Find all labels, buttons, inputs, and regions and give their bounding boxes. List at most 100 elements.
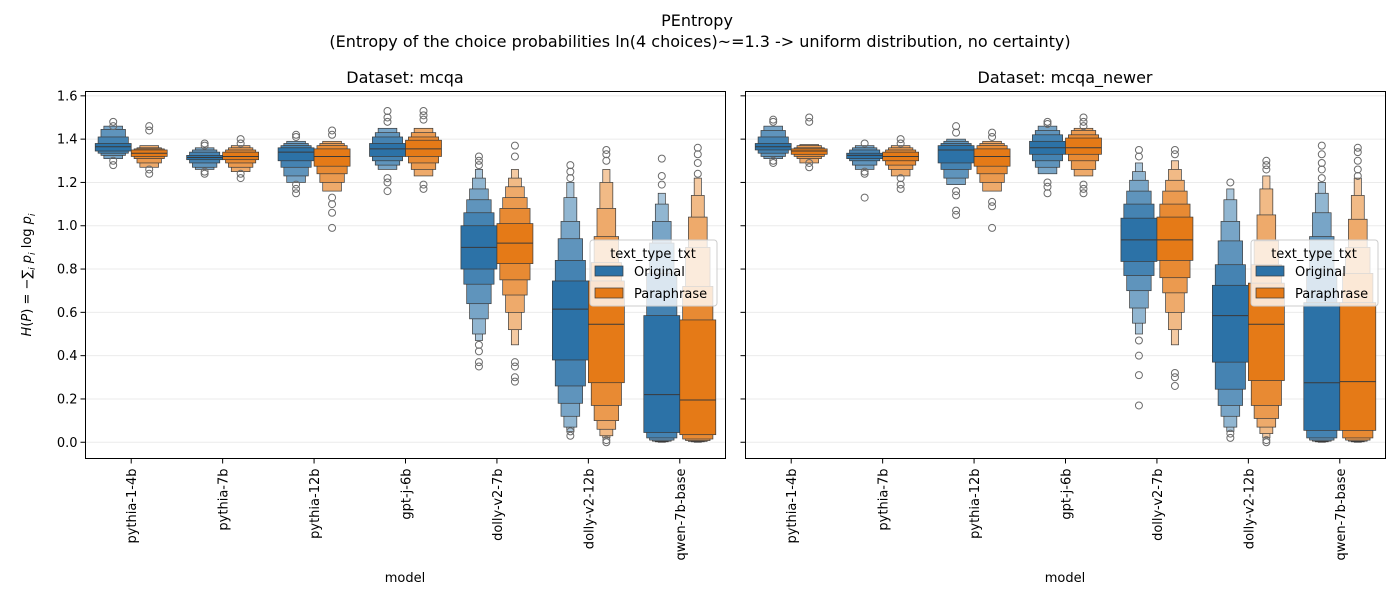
outlier-point [236, 169, 245, 178]
outlier-point [988, 128, 997, 137]
outlier-point [474, 161, 483, 170]
y-tick-label: 0.6 [57, 306, 78, 321]
outlier-point [1170, 373, 1179, 382]
outlier-point [236, 174, 245, 183]
outlier-point [952, 122, 961, 131]
outlier-point [602, 145, 611, 154]
y-axis-label: H(P) = −∑i pi log pi [20, 213, 38, 336]
boxen-paraphrase-pythia-12b [313, 126, 351, 232]
outlier-point [383, 174, 392, 183]
outlier-point [1262, 156, 1271, 165]
boxen-level [222, 151, 259, 161]
outlier-point [1262, 438, 1271, 447]
y-tick-label: 1.6 [57, 89, 78, 104]
outlier-point [1353, 148, 1362, 157]
outlier-point [1170, 368, 1179, 377]
legend-swatch-paraphrase [594, 287, 624, 299]
x-tick-label: pythia-7b [217, 469, 232, 531]
panel-mcqa: Dataset: mcqa 0.0 0.2 0.4 0.6 0.8 1.0 1.2 1.4 1.… [57, 68, 726, 586]
outlier-point [952, 206, 961, 215]
outlier-point [292, 130, 301, 139]
outlier-point [602, 156, 611, 165]
boxen-level [790, 148, 828, 155]
outlier-point [1134, 145, 1143, 154]
boxen-level [1156, 216, 1194, 261]
boxen-original-pythia-7b [846, 139, 883, 202]
outlier-point [988, 197, 997, 206]
outlier-point [510, 141, 519, 150]
outlier-point [474, 347, 483, 356]
legend-swatch-original [594, 265, 624, 277]
outlier-point [693, 150, 702, 159]
boxen-paraphrase-dolly-v2-7b [496, 141, 534, 386]
boxen-paraphrase-pythia-1-4b [790, 113, 828, 172]
outlier-point [200, 169, 209, 178]
outlier-point [419, 180, 428, 189]
boxen-original-gpt-j-6b [369, 106, 406, 196]
outlier-point [1262, 436, 1271, 445]
boxen-level [973, 148, 1011, 167]
y-tick-label: 1.2 [57, 176, 78, 191]
outlier-point [1353, 171, 1362, 180]
outlier-point [952, 187, 961, 196]
outlier-point [1353, 165, 1362, 174]
outlier-point [1079, 113, 1088, 122]
outlier-point [896, 135, 905, 144]
outlier-point [510, 152, 519, 161]
outlier-point [292, 189, 301, 198]
outlier-point [145, 169, 154, 178]
outlier-point [383, 187, 392, 196]
outlier-point [860, 139, 869, 148]
outlier-point [1043, 189, 1052, 198]
outlier-point [1079, 122, 1088, 131]
outlier-point [566, 161, 575, 170]
outlier-point [145, 165, 154, 174]
outlier-point [602, 150, 611, 159]
outlier-point [769, 115, 778, 124]
boxen-original-dolly-v2-7b [1120, 145, 1158, 410]
outlier-point [566, 431, 575, 440]
x-tick-label: pythia-1-4b [125, 469, 140, 544]
outlier-point [419, 184, 428, 193]
outlier-point [657, 171, 666, 180]
outlier-point [1317, 174, 1326, 183]
y-tick-label: 1.0 [57, 219, 78, 234]
legend-title: text_type_txt [610, 247, 696, 262]
outlier-point [1226, 429, 1235, 438]
outlier-point [145, 126, 154, 135]
legend-swatch-original [1255, 265, 1285, 277]
outlier-point [1170, 381, 1179, 390]
boxen-level [643, 315, 681, 433]
outlier-point [474, 156, 483, 165]
outlier-point [988, 223, 997, 232]
boxen-level [937, 145, 975, 164]
boxen-paraphrase-pythia-12b [973, 128, 1011, 232]
outlier-point [860, 169, 869, 178]
x-tick-label: pythia-1-4b [785, 469, 800, 544]
panel-title: Dataset: mcqa [346, 68, 463, 87]
outlier-point [328, 130, 337, 139]
outlier-point [1043, 117, 1052, 126]
outlier-point [896, 139, 905, 148]
boxen-level [369, 143, 406, 157]
boxen-level [313, 148, 351, 167]
outlier-point [602, 436, 611, 445]
outlier-point [1317, 141, 1326, 150]
outlier-point [805, 163, 814, 172]
outlier-point [1079, 180, 1088, 189]
boxen-paraphrase-gpt-j-6b [1065, 113, 1102, 198]
legend-label-original: Original [1295, 265, 1346, 280]
boxen-level [1339, 302, 1377, 431]
outlier-point [1353, 143, 1362, 152]
legend-label-paraphrase: Paraphrase [1295, 287, 1368, 302]
outlier-point [1353, 156, 1362, 165]
boxen-original-dolly-v2-7b [460, 152, 498, 371]
x-tick-label: qwen-7b-base [1334, 468, 1349, 560]
outlier-point [1226, 433, 1235, 442]
boxen-paraphrase-pythia-7b [882, 135, 919, 193]
outlier-point [292, 180, 301, 189]
boxen-paraphrase-pythia-7b [222, 135, 259, 183]
x-tick-label: pythia-12b [968, 469, 983, 539]
outlier-point [566, 174, 575, 183]
